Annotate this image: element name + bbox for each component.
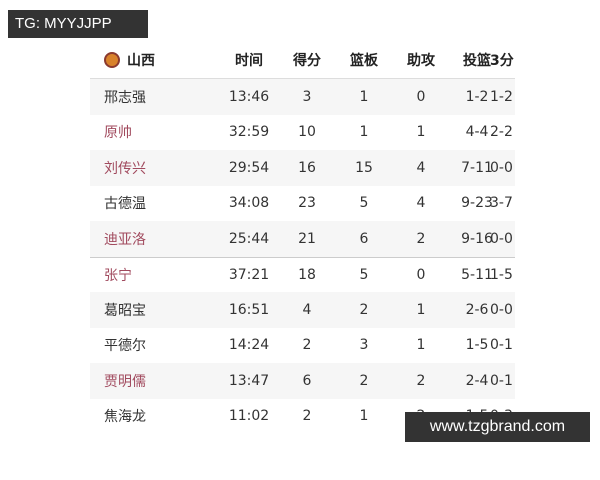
stat-cell: 29:54 [228, 159, 270, 176]
stat-cell: 3 [359, 337, 369, 354]
table-row: 原帅 32:59 10 1 1 4-4 2-2 [90, 115, 515, 151]
table-row: 迪亚洛 25:44 21 6 2 9-16 0-0 [90, 221, 515, 257]
table-row: 邢志强 13:46 3 1 0 1-2 1-2 [90, 79, 515, 115]
stat-cell: 7-11 [461, 159, 493, 176]
stat-cell: 37:21 [228, 266, 270, 283]
stat-cell: 23 [298, 195, 316, 212]
team-cell: 山西 [104, 42, 155, 78]
box-score-table: 山西 时间 得分 篮板 助攻 投篮 3分 邢志强 13:46 3 1 0 1-2 1-2 原帅 32:59… [90, 42, 515, 434]
stat-cell: 0-0 [490, 230, 513, 247]
stat-cell: 0-1 [490, 337, 513, 354]
column-header: 得分 [293, 53, 321, 69]
stat-cell: 1 [416, 301, 426, 318]
stat-cell: 0 [416, 88, 426, 105]
player-name: 平德尔 [104, 338, 146, 355]
player-name: 原帅 [104, 125, 132, 142]
stat-cell: 2 [416, 230, 426, 247]
stat-cell: 0-0 [490, 301, 513, 318]
player-name: 邢志强 [104, 89, 146, 106]
stat-cell: 5-11 [461, 266, 493, 283]
player-name: 古德温 [104, 196, 146, 213]
column-header: 时间 [235, 53, 263, 69]
stat-cell: 10 [298, 124, 316, 141]
column-header: 助攻 [407, 53, 435, 69]
stat-cell: 6 [302, 372, 312, 389]
table-row: 平德尔 14:24 2 3 1 1-5 0-1 [90, 328, 515, 364]
table-row: 刘传兴 29:54 16 15 4 7-11 0-0 [90, 150, 515, 186]
stat-cell: 3-7 [490, 195, 513, 212]
team-name: 山西 [127, 53, 155, 69]
stat-cell: 3 [302, 88, 312, 105]
stat-cell: 0 [416, 266, 426, 283]
watermark-bottom-right: www.tzgbrand.com [405, 412, 590, 442]
table-row: 贾明儒 13:47 6 2 2 2-4 0-1 [90, 363, 515, 399]
stat-cell: 1 [359, 88, 369, 105]
stat-cell: 2 [302, 337, 312, 354]
player-name: 迪亚洛 [104, 231, 146, 248]
stat-cell: 11:02 [228, 408, 270, 425]
stat-cell: 16:51 [228, 301, 270, 318]
team-logo-icon [104, 52, 120, 68]
stat-cell: 16 [298, 159, 316, 176]
stat-cell: 13:47 [228, 372, 270, 389]
stat-cell: 21 [298, 230, 316, 247]
stat-cell: 18 [298, 266, 316, 283]
column-header: 篮板 [350, 53, 378, 69]
stat-cell: 6 [359, 230, 369, 247]
player-name: 贾明儒 [104, 373, 146, 390]
stat-cell: 32:59 [228, 124, 270, 141]
stat-cell: 2-4 [465, 372, 489, 389]
stat-cell: 2-6 [465, 301, 489, 318]
stat-cell: 34:08 [228, 195, 270, 212]
stat-cell: 15 [355, 159, 373, 176]
stat-cell: 0-1 [490, 372, 513, 389]
stat-cell: 2 [359, 372, 369, 389]
column-header: 3分 [490, 53, 514, 69]
stat-cell: 1 [359, 408, 369, 425]
player-name: 葛昭宝 [104, 302, 146, 319]
watermark-top-left: TG: MYYJJPP [8, 10, 148, 38]
stat-cell: 1 [359, 124, 369, 141]
stat-cell: 1-5 [465, 337, 489, 354]
stat-cell: 1-2 [465, 88, 489, 105]
stat-cell: 13:46 [228, 88, 270, 105]
stat-cell: 5 [359, 266, 369, 283]
stat-cell: 2 [302, 408, 312, 425]
player-name: 焦海龙 [104, 409, 146, 426]
stat-cell: 25:44 [228, 230, 270, 247]
stat-cell: 9-16 [461, 230, 493, 247]
stat-cell: 1-2 [490, 88, 513, 105]
stat-cell: 1 [416, 124, 426, 141]
stat-cell: 14:24 [228, 337, 270, 354]
table-row: 葛昭宝 16:51 4 2 1 2-6 0-0 [90, 292, 515, 328]
stat-cell: 4 [416, 159, 426, 176]
stat-cell: 0-0 [490, 159, 513, 176]
stat-cell: 4-4 [465, 124, 489, 141]
column-header: 投篮 [463, 53, 491, 69]
stat-cell: 5 [359, 195, 369, 212]
table-row: 古德温 34:08 23 5 4 9-23 3-7 [90, 186, 515, 222]
stat-cell: 4 [302, 301, 312, 318]
stat-cell: 2-2 [490, 124, 513, 141]
stat-cell: 2 [359, 301, 369, 318]
player-name: 刘传兴 [104, 160, 146, 177]
stat-cell: 4 [416, 195, 426, 212]
player-name: 张宁 [104, 267, 132, 284]
stat-cell: 9-23 [461, 195, 493, 212]
stat-cell: 1 [416, 337, 426, 354]
stat-cell: 2 [416, 372, 426, 389]
stat-cell: 1-5 [490, 266, 513, 283]
table-row: 张宁 37:21 18 5 0 5-11 1-5 [90, 256, 515, 293]
table-header: 山西 时间 得分 篮板 助攻 投篮 3分 [90, 42, 515, 79]
